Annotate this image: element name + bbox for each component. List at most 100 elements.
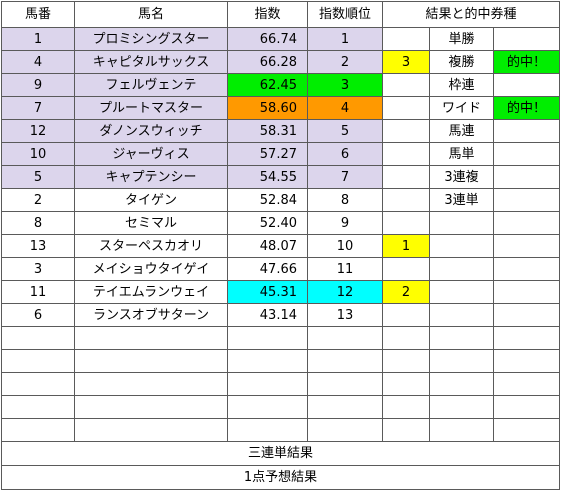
umaban-cell: 10 [1, 142, 75, 166]
horse-name-cell: タイゲン [74, 188, 228, 212]
empty-cell [382, 395, 430, 419]
horse-name-cell: セミマル [74, 211, 228, 235]
bet-type-cell [429, 303, 494, 327]
empty-cell [429, 395, 494, 419]
bet-type-cell: 単勝 [429, 27, 494, 51]
empty-cell [1, 395, 75, 419]
table-row: 7 プルートマスター 58.60 4 ワイド 的中！ [1, 96, 560, 120]
finish-cell [382, 73, 430, 97]
finish-cell [382, 211, 430, 235]
finish-cell [382, 165, 430, 189]
header-horse-name: 馬名 [74, 1, 228, 28]
empty-cell [74, 418, 228, 442]
bet-type-cell [429, 280, 494, 304]
index-rank-cell: 12 [307, 280, 383, 304]
index-rank-cell: 2 [307, 50, 383, 74]
empty-cell [227, 395, 308, 419]
empty-cell [74, 349, 228, 373]
index-rank-cell: 7 [307, 165, 383, 189]
empty-cell [382, 326, 430, 350]
sanrentan-result-label: 三連単結果 [1, 441, 560, 466]
finish-cell [382, 257, 430, 281]
bet-type-cell: 3連複 [429, 165, 494, 189]
finish-cell: 1 [382, 234, 430, 258]
umaban-cell: 3 [1, 257, 75, 281]
finish-cell [382, 303, 430, 327]
table-row: 5 キャプテンシー 54.55 7 3連複 [1, 165, 560, 189]
footer-row: 三連単結果 [1, 441, 560, 466]
index-cell: 54.55 [227, 165, 308, 189]
index-rank-cell: 11 [307, 257, 383, 281]
index-rank-cell: 8 [307, 188, 383, 212]
umaban-cell: 13 [1, 234, 75, 258]
horse-name-cell: メイショウタイゲイ [74, 257, 228, 281]
index-rank-cell: 6 [307, 142, 383, 166]
empty-cell [382, 418, 430, 442]
empty-cell [227, 326, 308, 350]
umaban-cell: 2 [1, 188, 75, 212]
index-cell: 47.66 [227, 257, 308, 281]
index-rank-cell: 9 [307, 211, 383, 235]
index-cell: 66.74 [227, 27, 308, 51]
finish-cell [382, 119, 430, 143]
empty-cell [493, 418, 560, 442]
table-row: 1 プロミシングスター 66.74 1 単勝 [1, 27, 560, 51]
index-cell: 52.84 [227, 188, 308, 212]
horse-name-cell: ダノンスウィッチ [74, 119, 228, 143]
empty-row [1, 326, 560, 350]
empty-cell [382, 349, 430, 373]
hit-cell: 的中！ [493, 96, 560, 120]
index-cell: 43.14 [227, 303, 308, 327]
empty-cell [307, 395, 383, 419]
index-rank-cell: 13 [307, 303, 383, 327]
hit-cell [493, 142, 560, 166]
table-row: 12 ダノンスウィッチ 58.31 5 馬連 [1, 119, 560, 143]
header-result: 結果と的中券種 [382, 1, 560, 28]
empty-cell [74, 372, 228, 396]
umaban-cell: 5 [1, 165, 75, 189]
horse-name-cell: テイエムランウェイ [74, 280, 228, 304]
horse-name-cell: スターペスカオリ [74, 234, 228, 258]
finish-cell [382, 142, 430, 166]
hit-cell [493, 280, 560, 304]
table-row: 4 キャピタルサックス 66.28 2 3 複勝 的中！ [1, 50, 560, 74]
index-cell: 66.28 [227, 50, 308, 74]
bet-type-cell: 枠連 [429, 73, 494, 97]
table-row: 3 メイショウタイゲイ 47.66 11 [1, 257, 560, 281]
umaban-cell: 12 [1, 119, 75, 143]
index-rank-cell: 1 [307, 27, 383, 51]
bet-type-cell: 馬単 [429, 142, 494, 166]
empty-cell [429, 349, 494, 373]
empty-cell [429, 372, 494, 396]
finish-cell [382, 188, 430, 212]
empty-row [1, 418, 560, 442]
header-row: 馬番 馬名 指数 指数順位 結果と的中券種 [1, 1, 560, 28]
index-cell: 45.31 [227, 280, 308, 304]
hit-cell [493, 119, 560, 143]
empty-cell [307, 349, 383, 373]
umaban-cell: 4 [1, 50, 75, 74]
horse-name-cell: キャプテンシー [74, 165, 228, 189]
bet-type-cell: 複勝 [429, 50, 494, 74]
umaban-cell: 1 [1, 27, 75, 51]
bet-type-cell [429, 234, 494, 258]
bet-type-cell: 馬連 [429, 119, 494, 143]
empty-cell [493, 349, 560, 373]
empty-cell [307, 372, 383, 396]
finish-cell [382, 27, 430, 51]
umaban-cell: 9 [1, 73, 75, 97]
empty-cell [493, 372, 560, 396]
table-row: 13 スターペスカオリ 48.07 10 1 [1, 234, 560, 258]
horse-name-cell: ランスオブサターン [74, 303, 228, 327]
index-cell: 58.60 [227, 96, 308, 120]
bet-type-cell: 3連単 [429, 188, 494, 212]
hit-cell: 的中！ [493, 50, 560, 74]
empty-cell [1, 372, 75, 396]
horse-name-cell: フェルヴェンテ [74, 73, 228, 97]
index-rank-cell: 3 [307, 73, 383, 97]
empty-cell [382, 372, 430, 396]
header-umaban: 馬番 [1, 1, 75, 28]
table-row: 9 フェルヴェンテ 62.45 3 枠連 [1, 73, 560, 97]
empty-cell [307, 326, 383, 350]
